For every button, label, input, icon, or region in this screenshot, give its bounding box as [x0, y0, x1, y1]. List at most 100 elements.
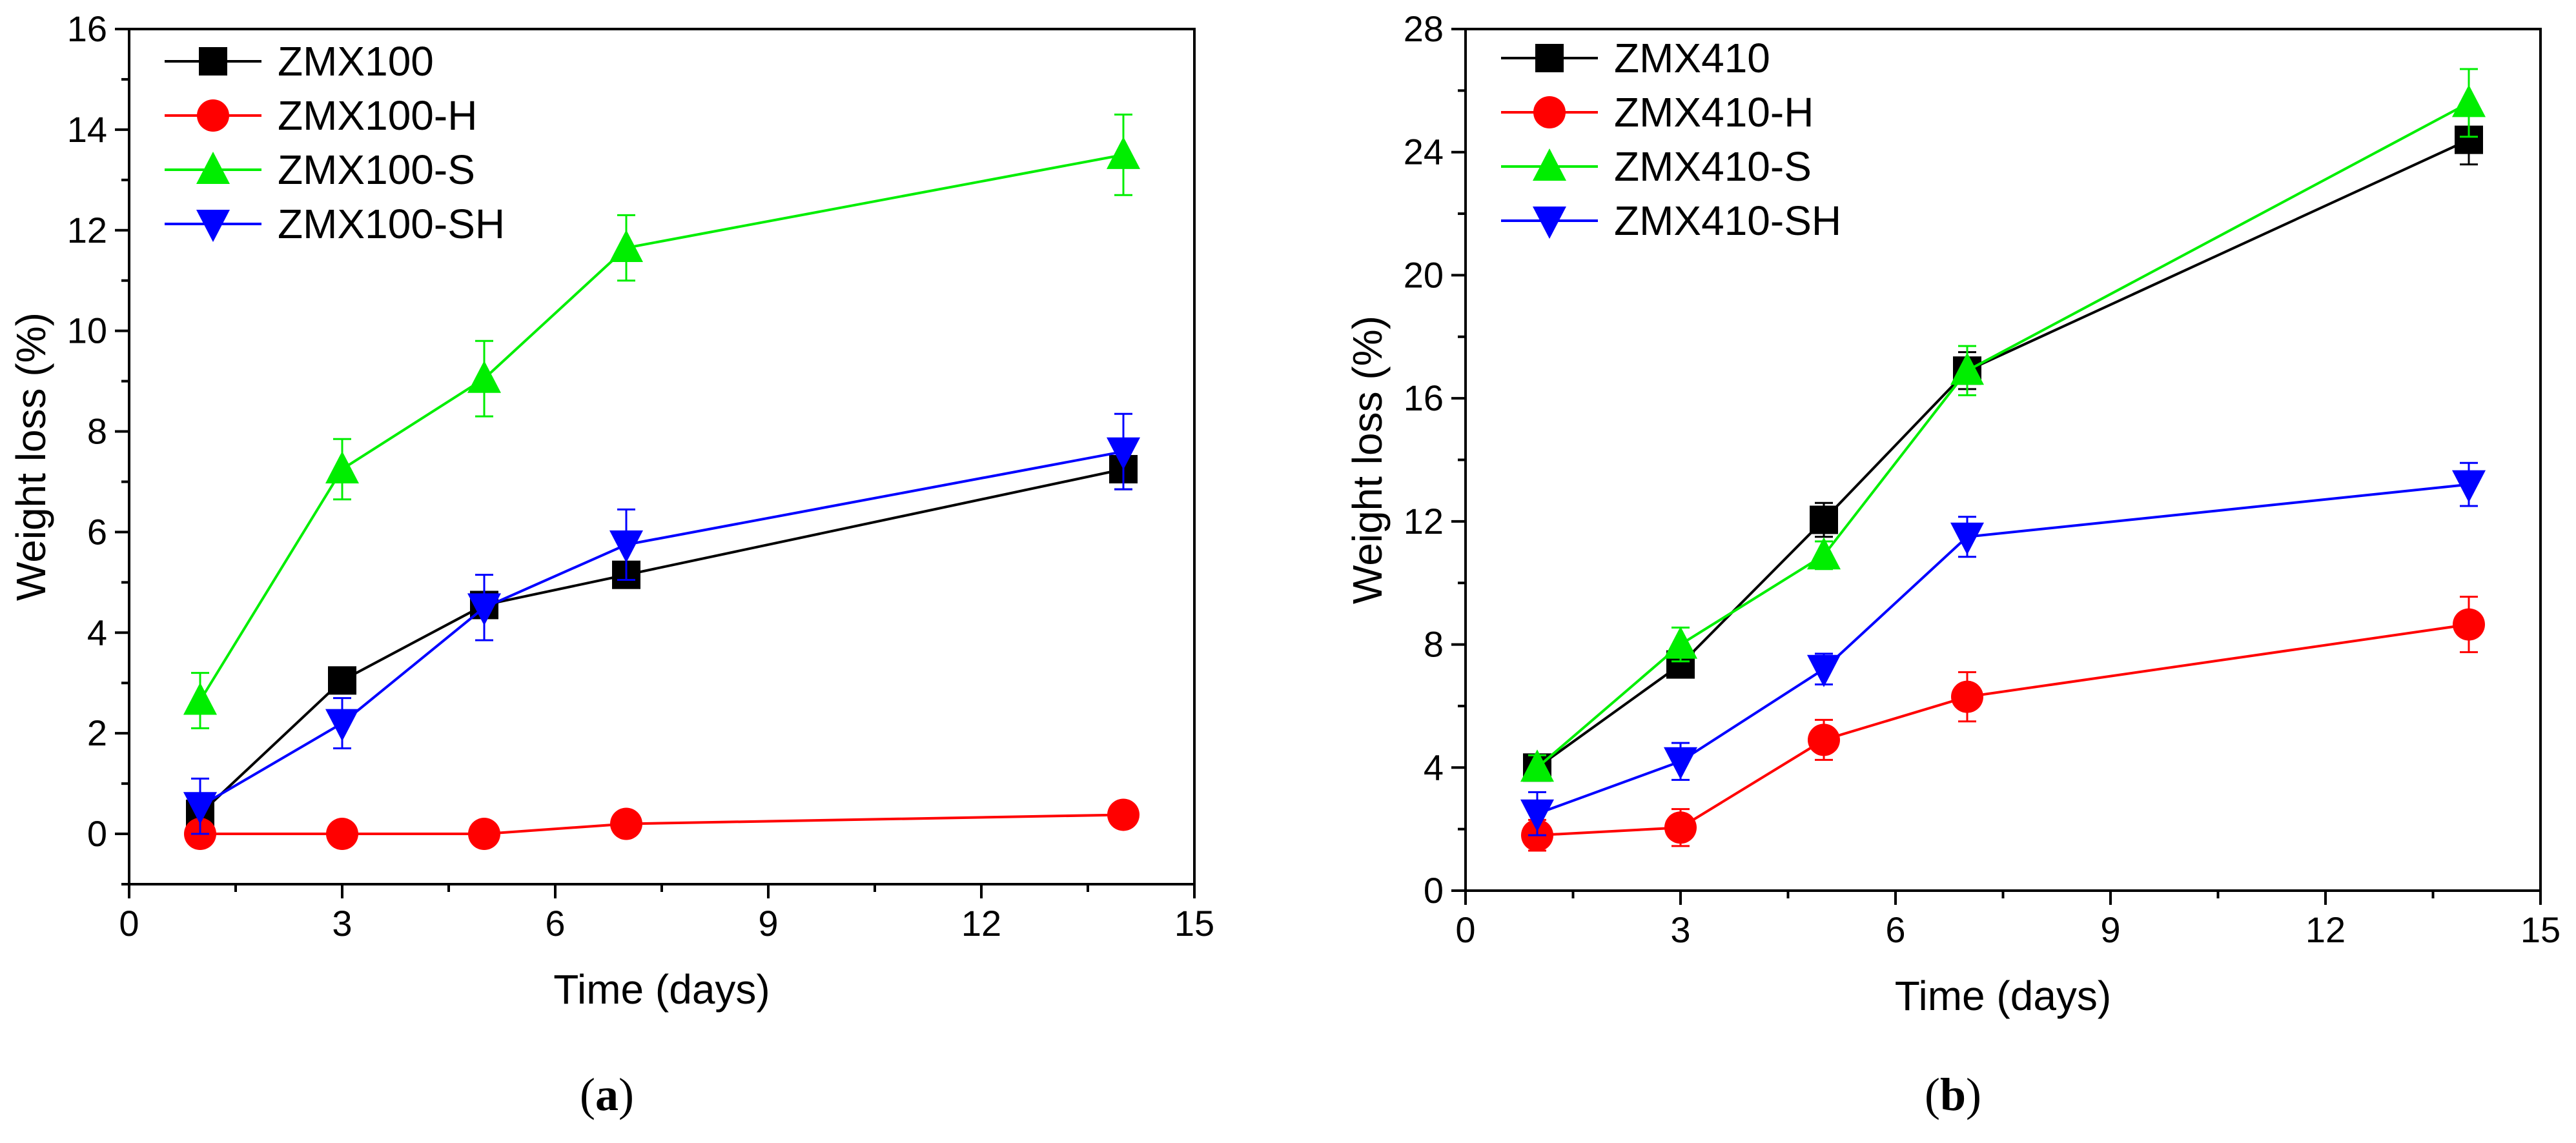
data-point: [2452, 85, 2486, 117]
legend-label: ZMX100-S: [278, 147, 475, 193]
series-zmx100-sh: [183, 412, 1140, 835]
data-point: [468, 818, 500, 851]
series-zmx100-s: [183, 114, 1140, 729]
data-point: [1107, 798, 1140, 831]
y-tick-label: 6: [87, 511, 107, 552]
series-zmx410-sh: [1520, 461, 2486, 836]
y-tick-label: 16: [67, 8, 107, 49]
chart-panel-b: 0 3 6 9 12 15 0 4 8 12 16 20 24 28 Time (days) Weight l…: [1344, 8, 2561, 1120]
y-tick-label: 4: [1424, 747, 1444, 787]
data-point: [2453, 608, 2485, 641]
legend-marker: [197, 99, 229, 132]
legend-label: ZMX410-SH: [1614, 197, 1841, 244]
series-zmx100-h: [184, 798, 1140, 851]
data-point: [1107, 437, 1140, 470]
y-tick-label: 24: [1404, 132, 1444, 172]
y-tick-label: 16: [1404, 378, 1444, 418]
data-point: [183, 682, 217, 715]
x-axis-title: Time (days): [1895, 973, 2111, 1019]
x-tick-label: 0: [1455, 909, 1475, 950]
y-tick-label: 8: [1424, 624, 1444, 665]
x-tick-label: 15: [2520, 909, 2561, 950]
data-point: [325, 709, 359, 742]
x-axis-title: Time (days): [553, 966, 770, 1013]
y-tick-label: 8: [87, 411, 107, 452]
chart-panel-a: 0 3 6 9 12 15 0 2 4 6 8 10 12 14 16 Time (days) Weight l…: [8, 8, 1214, 1120]
data-point: [326, 818, 358, 851]
legend-label: ZMX410-H: [1614, 89, 1814, 136]
data-point: [1107, 136, 1140, 169]
legend-entry: ZMX100-H: [165, 92, 477, 139]
legend-entry: ZMX100-SH: [165, 201, 505, 247]
data-point: [1664, 811, 1697, 844]
data-point: [2452, 470, 2486, 503]
legend-label: ZMX410: [1614, 35, 1770, 81]
legend-marker: [196, 210, 230, 242]
y-tick-label: 14: [67, 109, 107, 150]
x-tick-label: 3: [332, 903, 352, 944]
x-tick-label: 12: [2305, 909, 2346, 950]
x-tick-label: 9: [758, 903, 778, 944]
legend-marker: [199, 47, 227, 76]
legend-entry: ZMX410-S: [1501, 143, 1812, 190]
data-point: [1950, 352, 1984, 385]
y-tick-label: 10: [67, 310, 107, 351]
y-tick-label: 0: [1424, 870, 1444, 911]
x-tick-label: 6: [545, 903, 565, 944]
y-tick-label: 12: [67, 210, 107, 250]
legend-marker: [196, 152, 230, 184]
series-zmx410-h: [1521, 596, 2485, 852]
series-line: [199, 468, 1124, 815]
legend-marker: [1533, 96, 1566, 128]
x-tick-label: 12: [961, 903, 1001, 944]
legend-entry: ZMX100-S: [165, 147, 475, 193]
data-point: [467, 360, 501, 393]
data-point: [610, 807, 642, 840]
legend-entry: ZMX410: [1501, 35, 1770, 81]
legend-marker: [1533, 207, 1566, 239]
data-point: [609, 530, 643, 563]
legend-marker: [1533, 148, 1566, 181]
data-point: [183, 792, 217, 825]
data-point: [1950, 522, 1984, 555]
y-axis-title: Weight loss (%): [1344, 316, 1391, 604]
y-tick-label: 28: [1404, 8, 1444, 49]
data-point: [609, 230, 643, 263]
data-point: [1520, 799, 1554, 832]
legend-entry: ZMX410-SH: [1501, 197, 1841, 244]
series-line: [199, 450, 1124, 807]
legend-label: ZMX100-SH: [278, 201, 505, 247]
y-tick-label: 2: [87, 713, 107, 753]
panel-label: (a): [580, 1069, 634, 1120]
data-point: [1810, 505, 1838, 534]
data-point: [1951, 680, 1983, 713]
y-tick-label: 20: [1404, 254, 1444, 295]
y-tick-label: 4: [87, 612, 107, 652]
legend-entry: ZMX100: [165, 38, 434, 85]
y-axis-title: Weight loss (%): [8, 312, 54, 601]
legend-label: ZMX100-H: [278, 92, 477, 139]
series-zmx100: [186, 448, 1138, 828]
legend-label: ZMX410-S: [1614, 143, 1812, 190]
panel-label: (b): [1925, 1069, 1981, 1120]
series-zmx410-s: [1520, 68, 2486, 782]
x-tick-label: 15: [1174, 903, 1214, 944]
x-tick-label: 3: [1670, 909, 1690, 950]
data-point: [1808, 723, 1840, 756]
data-point: [1664, 626, 1697, 659]
legend-marker: [1535, 44, 1564, 72]
legend-label: ZMX100: [278, 38, 434, 85]
data-point: [1807, 654, 1841, 687]
x-tick-label: 9: [2100, 909, 2120, 950]
data-point: [1807, 537, 1841, 570]
data-point: [467, 593, 501, 626]
legend-entry: ZMX410-H: [1501, 89, 1814, 136]
x-tick-label: 0: [119, 903, 139, 944]
y-tick-label: 12: [1404, 501, 1444, 541]
data-point: [1664, 747, 1697, 780]
y-tick-label: 0: [87, 813, 107, 854]
data-point: [1520, 749, 1554, 782]
data-point: [328, 666, 356, 695]
data-point: [325, 450, 359, 483]
